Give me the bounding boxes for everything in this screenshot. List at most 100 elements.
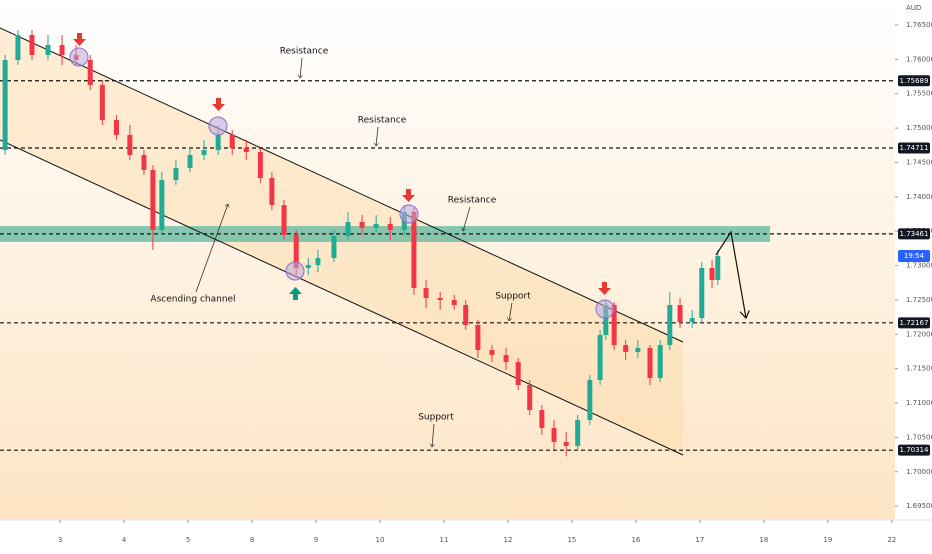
candle-body bbox=[150, 169, 156, 230]
y-tick-label: 1.76500 bbox=[906, 21, 932, 29]
level-label: 1.73461 bbox=[900, 230, 929, 238]
x-tick-label: 8 bbox=[250, 536, 254, 544]
candle-body bbox=[269, 178, 275, 206]
candle-body bbox=[635, 347, 641, 353]
touch-circle bbox=[69, 47, 89, 67]
x-tick-label: 12 bbox=[503, 536, 512, 544]
down-arrow bbox=[598, 282, 611, 295]
candle-body bbox=[603, 305, 609, 335]
touch-circle bbox=[208, 116, 228, 136]
candle-body bbox=[2, 60, 8, 151]
touch-circles bbox=[69, 47, 615, 319]
candle-body bbox=[331, 236, 337, 259]
candle-body bbox=[597, 334, 603, 380]
candle-body bbox=[359, 221, 365, 228]
candle-body bbox=[345, 221, 351, 237]
candle-body bbox=[229, 134, 235, 148]
candle-body bbox=[281, 205, 287, 235]
candle-body bbox=[187, 154, 193, 168]
countdown: 19:54 bbox=[904, 252, 925, 260]
x-tick-label: 3 bbox=[58, 536, 62, 544]
candle-body bbox=[387, 223, 393, 230]
y-tick-label: 1.69500 bbox=[906, 502, 932, 510]
touch-circle bbox=[399, 204, 419, 224]
pointer bbox=[376, 126, 378, 146]
level-tag bbox=[898, 228, 930, 240]
x-tick-label: 4 bbox=[122, 536, 127, 544]
annotation: Support bbox=[418, 413, 454, 423]
level-label: 1.75689 bbox=[900, 77, 929, 85]
pointer bbox=[300, 57, 302, 78]
candle-body bbox=[29, 34, 35, 55]
annotation: Resistance bbox=[280, 47, 329, 57]
candle-body bbox=[293, 234, 299, 268]
candle-body bbox=[699, 267, 705, 319]
x-tick-label: 19 bbox=[823, 536, 832, 544]
candle-body bbox=[59, 45, 65, 55]
channel-lower bbox=[0, 139, 684, 456]
annotation: Resistance bbox=[358, 116, 407, 126]
time-axis bbox=[0, 520, 932, 550]
level-label: 1.72167 bbox=[900, 319, 929, 327]
candle-body bbox=[657, 345, 663, 379]
y-tick-label: 1.72000 bbox=[906, 330, 932, 338]
candle-body bbox=[127, 134, 133, 155]
y-tick-label: 1.70000 bbox=[906, 468, 932, 476]
signal-arrows bbox=[73, 33, 611, 300]
x-tick-label: 9 bbox=[314, 536, 318, 544]
candle-body bbox=[667, 305, 673, 346]
candle-body bbox=[451, 300, 457, 306]
candle-body bbox=[201, 150, 207, 155]
candle-body bbox=[463, 305, 469, 326]
annotation: Ascending channel bbox=[150, 295, 235, 305]
annotation-pointers bbox=[195, 57, 513, 447]
x-tick-label: 5 bbox=[186, 536, 190, 544]
candle-body bbox=[563, 441, 569, 446]
candle-body bbox=[99, 85, 105, 120]
candle-body bbox=[539, 410, 545, 428]
candle-body bbox=[677, 305, 683, 322]
candle-body bbox=[551, 427, 557, 442]
level-tag bbox=[898, 142, 930, 154]
candle-body bbox=[437, 298, 443, 300]
candle-body bbox=[243, 147, 249, 153]
y-tick-label: 1.72500 bbox=[906, 296, 932, 304]
candle-body bbox=[527, 385, 533, 411]
candle-body bbox=[611, 305, 617, 346]
pointer bbox=[509, 302, 513, 321]
candle-body bbox=[715, 256, 721, 280]
y-tick-label: 1.70500 bbox=[906, 433, 932, 441]
candle-body bbox=[141, 154, 147, 170]
down-arrow bbox=[402, 189, 415, 202]
candle-body bbox=[87, 60, 93, 86]
pointer bbox=[432, 423, 434, 447]
up-arrow bbox=[289, 287, 302, 300]
annotation: Support bbox=[495, 292, 531, 302]
down-arrow bbox=[73, 33, 86, 46]
y-tick-label: 1.73000 bbox=[906, 262, 932, 270]
down-arrow bbox=[212, 98, 225, 111]
candle-body bbox=[373, 223, 379, 228]
countdown-tag bbox=[898, 250, 930, 263]
candle-body bbox=[45, 45, 51, 55]
candle-body bbox=[173, 167, 179, 180]
y-tick-label: 1.74000 bbox=[906, 193, 932, 201]
x-tick-label: 17 bbox=[695, 536, 704, 544]
x-tick-label: 16 bbox=[631, 536, 640, 544]
price-axis bbox=[895, 0, 932, 550]
channel-upper bbox=[0, 27, 684, 343]
candle-body bbox=[623, 345, 629, 353]
touch-circle bbox=[285, 261, 305, 281]
candle-body bbox=[305, 265, 311, 268]
candle-body bbox=[159, 180, 165, 230]
candle-body bbox=[257, 152, 263, 179]
x-tick-label: 11 bbox=[440, 536, 449, 544]
y-tick-label: 1.71500 bbox=[906, 365, 932, 373]
candle-body bbox=[15, 34, 21, 60]
x-tick-label: 22 bbox=[887, 536, 896, 544]
plot-background bbox=[0, 0, 895, 520]
y-tick-label: 1.75000 bbox=[906, 124, 932, 132]
candle-body bbox=[575, 420, 581, 446]
